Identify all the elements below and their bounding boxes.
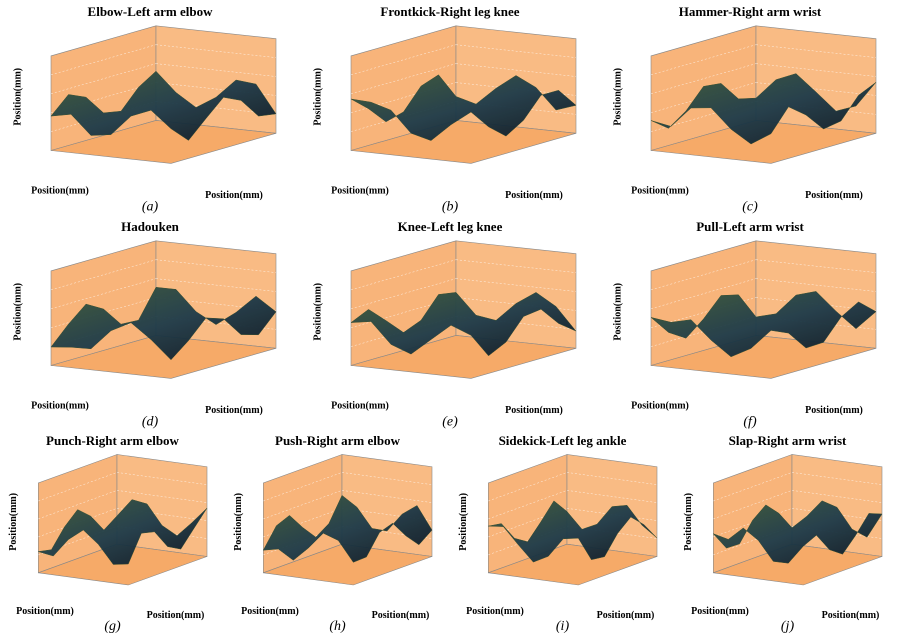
z-axis-label: Position(mm) bbox=[683, 493, 694, 551]
figure: Elbow-Left arm elbow Position(mm) Position… bbox=[0, 0, 901, 634]
panel-caption: (b) bbox=[442, 200, 459, 215]
y-axis-label: Position(mm) bbox=[805, 190, 863, 201]
y-axis-label: Position(mm) bbox=[805, 405, 863, 416]
y-axis-label: Position(mm) bbox=[505, 405, 563, 416]
z-axis-label: Position(mm) bbox=[458, 493, 469, 551]
z-axis-label: Position(mm) bbox=[312, 283, 323, 341]
panel-title: Frontkick-Right leg knee bbox=[380, 4, 519, 19]
panel-title: Push-Right arm elbow bbox=[275, 433, 401, 448]
y-axis-label: Position(mm) bbox=[147, 610, 205, 621]
panel-title: Slap-Right arm wrist bbox=[729, 433, 847, 448]
page: Elbow-Left arm elbow Position(mm) Position… bbox=[0, 0, 901, 634]
panel-caption: (j) bbox=[781, 619, 795, 634]
z-axis-label: Position(mm) bbox=[612, 68, 623, 126]
y-axis-label: Position(mm) bbox=[505, 190, 563, 201]
x-axis-label: Position(mm) bbox=[331, 186, 389, 197]
y-axis-label: Position(mm) bbox=[822, 610, 880, 621]
z-axis-label: Position(mm) bbox=[8, 493, 19, 551]
z-axis-label: Position(mm) bbox=[12, 283, 23, 341]
x-axis-label: Position(mm) bbox=[31, 186, 89, 197]
panel-caption: (i) bbox=[556, 619, 570, 634]
y-axis-label: Position(mm) bbox=[205, 405, 263, 416]
x-axis-label: Position(mm) bbox=[331, 401, 389, 412]
y-axis-label: Position(mm) bbox=[205, 190, 263, 201]
y-axis-label: Position(mm) bbox=[372, 610, 430, 621]
x-axis-label: Position(mm) bbox=[691, 606, 749, 617]
panel-title: Pull-Left arm wrist bbox=[696, 219, 804, 234]
panel-caption: (a) bbox=[142, 200, 159, 215]
x-axis-label: Position(mm) bbox=[631, 186, 689, 197]
x-axis-label: Position(mm) bbox=[466, 606, 524, 617]
y-axis-label: Position(mm) bbox=[597, 610, 655, 621]
x-axis-label: Position(mm) bbox=[31, 401, 89, 412]
x-axis-label: Position(mm) bbox=[241, 606, 299, 617]
z-axis-label: Position(mm) bbox=[612, 283, 623, 341]
z-axis-label: Position(mm) bbox=[12, 68, 23, 126]
z-axis-label: Position(mm) bbox=[312, 68, 323, 126]
panel-caption: (d) bbox=[142, 415, 159, 430]
x-axis-label: Position(mm) bbox=[631, 401, 689, 412]
z-axis-label: Position(mm) bbox=[233, 493, 244, 551]
panel-title: Hammer-Right arm wrist bbox=[679, 4, 822, 19]
panel-title: Knee-Left leg knee bbox=[398, 219, 503, 234]
panel-caption: (f) bbox=[743, 415, 757, 430]
panel-caption: (c) bbox=[742, 200, 758, 215]
panel-caption: (h) bbox=[329, 619, 346, 634]
panel-title: Hadouken bbox=[121, 219, 180, 234]
x-axis-label: Position(mm) bbox=[16, 606, 74, 617]
panel-title: Punch-Right arm elbow bbox=[46, 433, 180, 448]
panel-title: Elbow-Left arm elbow bbox=[88, 4, 214, 19]
panel-caption: (g) bbox=[104, 619, 121, 634]
panel-title: Sidekick-Left leg ankle bbox=[499, 433, 627, 448]
panel-caption: (e) bbox=[442, 415, 458, 430]
